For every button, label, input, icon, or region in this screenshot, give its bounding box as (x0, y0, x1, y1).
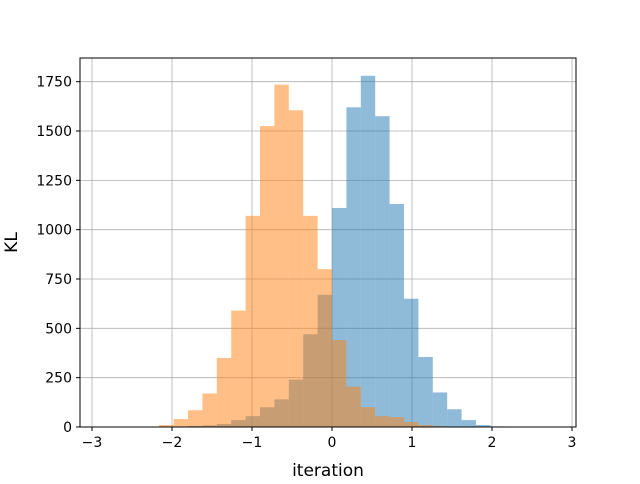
histogram-bar-series-2 (246, 216, 260, 427)
histogram-bar-series-1 (418, 357, 432, 427)
x-tick-label: −2 (162, 435, 183, 451)
x-tick-label: 2 (488, 435, 497, 451)
histogram-bar-series-2 (390, 417, 404, 427)
y-tick-label: 250 (45, 371, 72, 387)
histogram-bar-series-2 (361, 407, 375, 427)
x-tick-label: 0 (328, 435, 337, 451)
y-tick-label: 500 (45, 321, 72, 337)
histogram-bar-series-1 (404, 299, 418, 427)
histogram-bar-series-2 (231, 311, 245, 427)
histogram-bar-series-2 (318, 269, 332, 427)
histogram-bar-series-1 (346, 107, 360, 427)
histogram-bar-series-2 (346, 387, 360, 427)
y-tick-label: 1250 (36, 173, 72, 189)
histogram-bar-series-2 (404, 422, 418, 427)
histogram-bar-series-2 (274, 85, 288, 427)
histogram-bar-series-1 (390, 204, 404, 427)
histogram-bar-series-2 (303, 216, 317, 427)
x-tick-label: −3 (82, 435, 103, 451)
histogram-bar-series-1 (433, 392, 447, 427)
histogram-bar-series-1 (375, 116, 389, 427)
x-axis-label: iteration (292, 461, 364, 480)
histogram-bar-series-2 (188, 410, 202, 427)
y-tick-label: 1500 (36, 124, 72, 140)
histogram-bar-series-2 (332, 340, 346, 427)
y-axis-label: KL (2, 232, 22, 253)
histogram-bar-series-1 (361, 76, 375, 427)
histogram-bar-series-2 (289, 110, 303, 427)
y-tick-label: 0 (63, 420, 72, 436)
y-tick-label: 1000 (36, 223, 72, 239)
histogram-bar-series-2 (375, 416, 389, 427)
x-tick-label: −1 (242, 435, 263, 451)
histogram-bar-series-2 (174, 419, 188, 427)
y-tick-label: 1750 (36, 75, 72, 91)
bars-layer (145, 76, 577, 427)
histogram-bar-series-2 (217, 358, 231, 427)
x-tick-label: 3 (568, 435, 577, 451)
y-tick-label: 750 (45, 272, 72, 288)
histogram-bar-series-2 (260, 126, 274, 427)
histogram-bar-series-1 (462, 420, 476, 427)
histogram-bar-series-1 (447, 409, 461, 427)
x-tick-label: 1 (408, 435, 417, 451)
histogram-bar-series-2 (202, 393, 216, 427)
